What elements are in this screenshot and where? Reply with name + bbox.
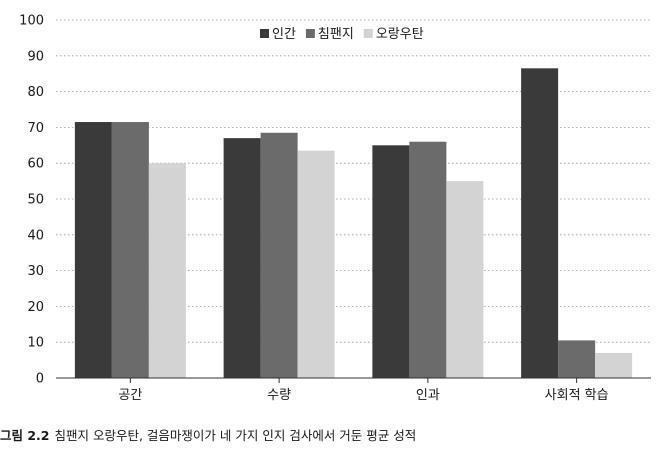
bar-오랑우탄-공간 (148, 163, 186, 378)
legend-swatch-침팬지 (305, 29, 315, 38)
x-tick-label: 수량 (267, 388, 291, 403)
y-tick-label: 90 (27, 49, 44, 64)
x-tick-label: 사회적 학습 (545, 388, 609, 403)
bar-침팬지-수량 (260, 132, 298, 378)
bar-침팬지-인과 (409, 141, 447, 378)
bar-인간-수량 (223, 138, 261, 378)
bar-침팬지-공간 (111, 122, 149, 378)
bar-침팬지-사회적 학습 (558, 340, 596, 378)
x-axis-ticks: 공간 수량 인과 사회적 학습 (56, 377, 651, 403)
y-tick-label: 10 (27, 336, 44, 351)
figure-caption: 그림 2.2 침팬지 오랑우탄, 걸음마쟁이가 네 가지 인지 검사에서 거둔 평… (0, 425, 672, 444)
y-tick-label: 20 (27, 300, 44, 315)
legend-label-침팬지: 침팬지 (318, 27, 354, 42)
y-axis-ticks: 0 10 20 30 40 50 60 70 80 90 100 (19, 14, 44, 387)
y-tick-label: 80 (27, 85, 44, 100)
legend-swatch-오랑우탄 (363, 29, 373, 38)
bar-인간-인과 (372, 145, 410, 378)
legend-swatch-인간 (260, 29, 269, 38)
legend-label-인간: 인간 (272, 27, 296, 42)
bars (74, 68, 633, 378)
x-tick-label: 공간 (118, 388, 142, 403)
bar-오랑우탄-인과 (446, 181, 484, 378)
gridlines (56, 19, 651, 343)
y-tick-label: 40 (27, 228, 44, 243)
y-tick-label: 70 (27, 121, 44, 136)
figure-caption-text: 침팬지 오랑우탄, 걸음마쟁이가 네 가지 인지 검사에서 거둔 평균 성적 (54, 428, 417, 443)
x-tick-label: 인과 (416, 388, 440, 403)
y-tick-label: 100 (19, 14, 44, 29)
legend: 인간 침팬지 오랑우탄 (260, 27, 424, 42)
bar-오랑우탄-사회적 학습 (595, 352, 633, 378)
bar-chart: 0 10 20 30 40 50 60 70 80 90 100 공간 수량 인과 사회적 학습 인간 침팬… (19, 14, 651, 403)
bar-오랑우탄-수량 (297, 150, 335, 378)
y-tick-label: 0 (36, 372, 44, 387)
y-tick-label: 30 (27, 264, 44, 279)
bar-인간-공간 (74, 122, 112, 378)
figure-caption-label: 그림 2.2 (0, 428, 50, 443)
bar-인간-사회적 학습 (521, 68, 559, 378)
legend-label-오랑우탄: 오랑우탄 (376, 27, 424, 42)
y-tick-label: 50 (27, 193, 44, 208)
y-tick-label: 60 (27, 157, 44, 172)
